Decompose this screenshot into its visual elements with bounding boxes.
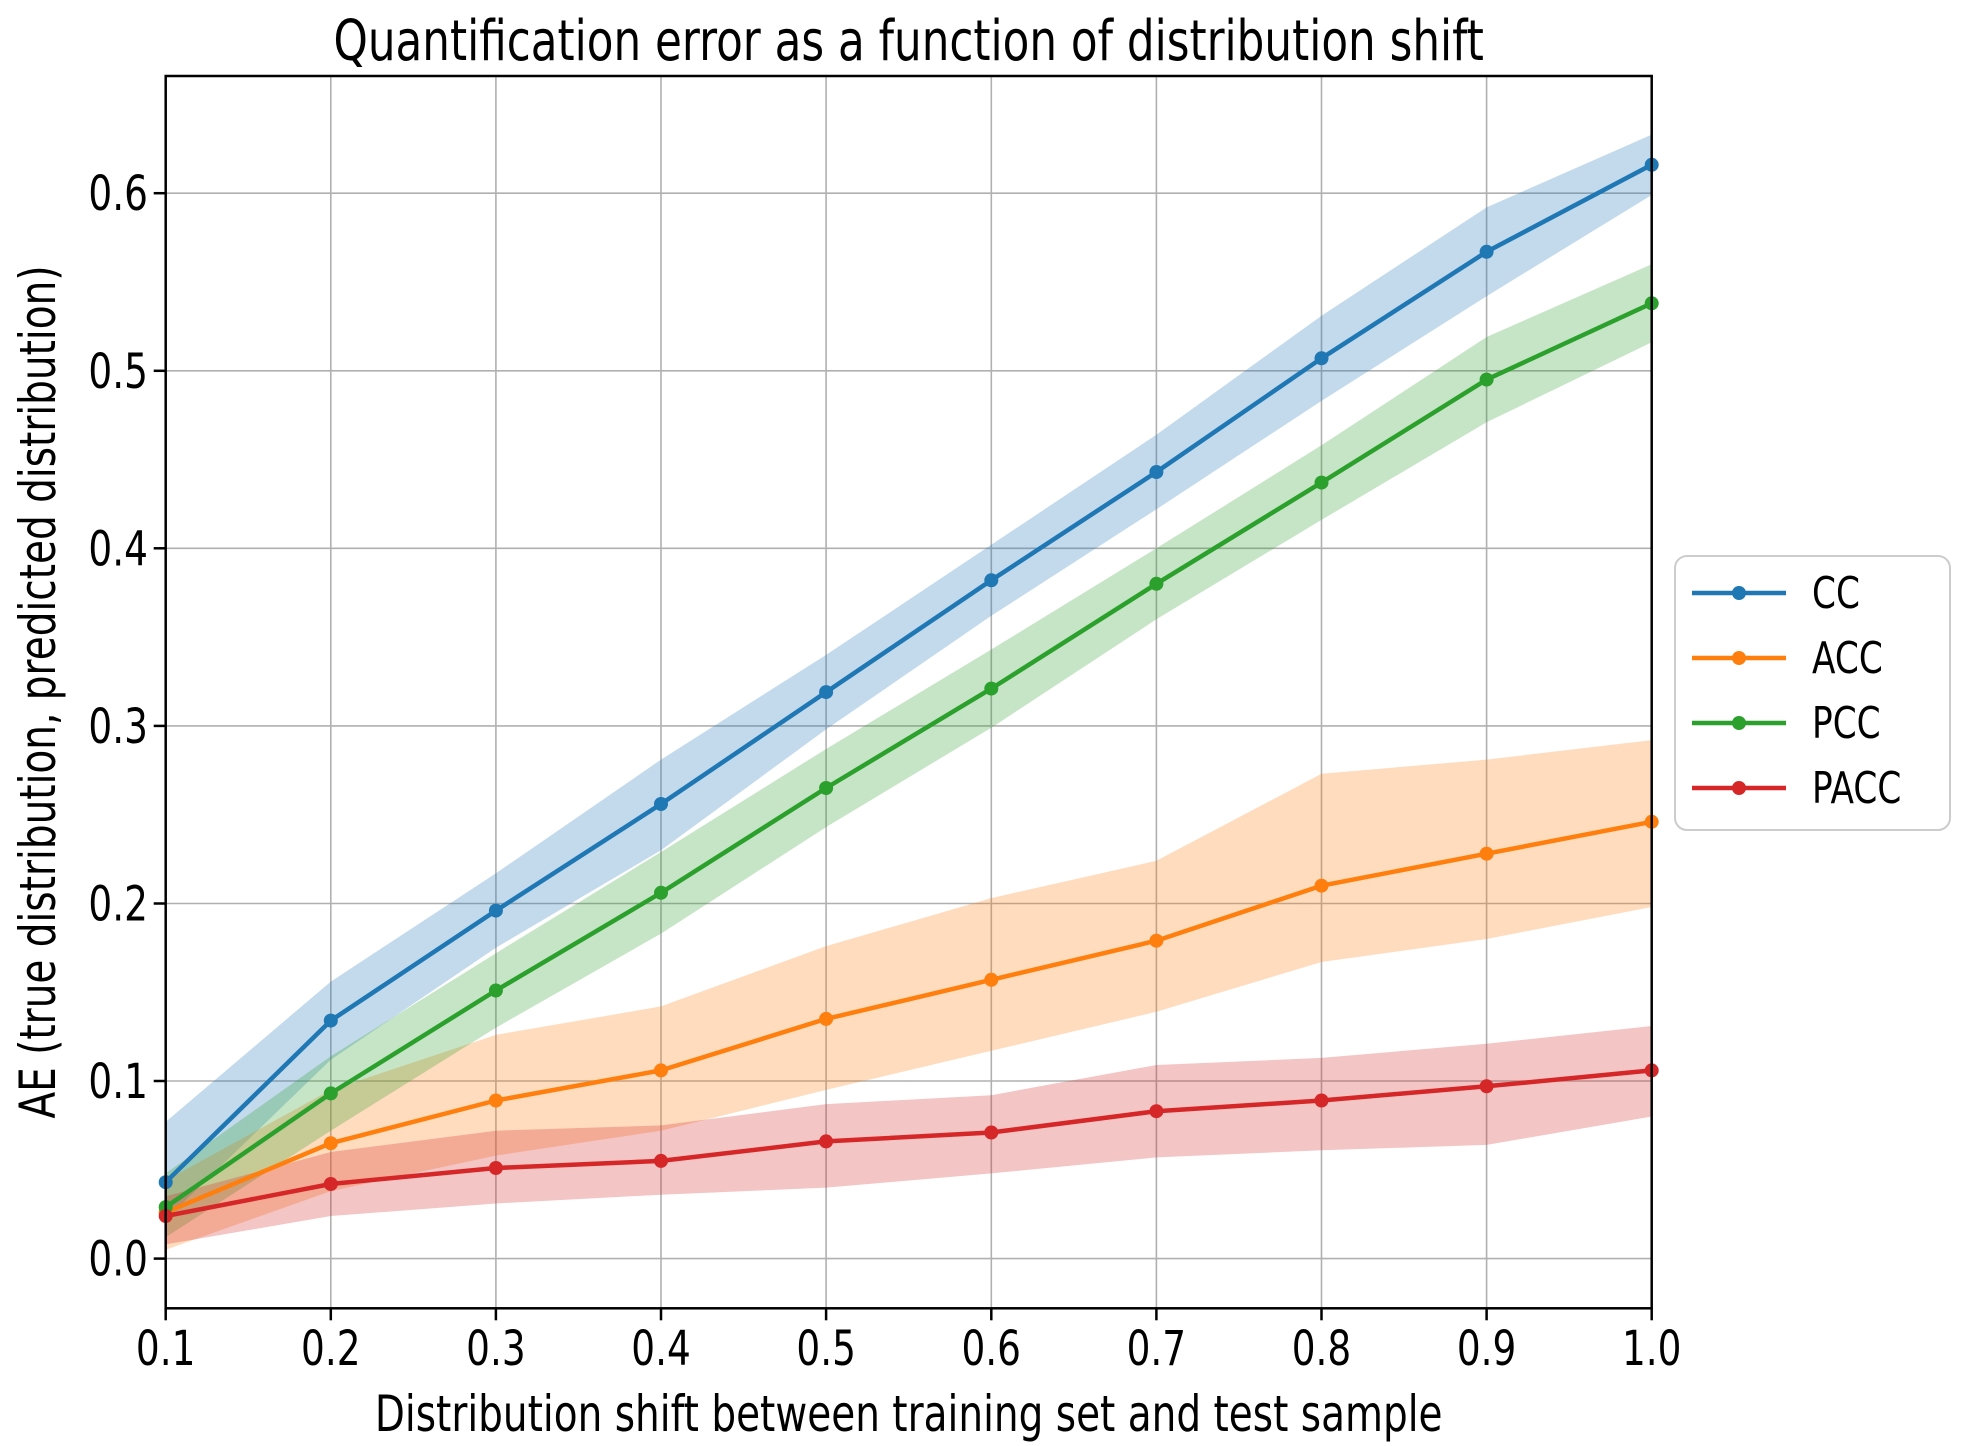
x-tick-label: 0.7	[1127, 1322, 1187, 1378]
cc-data-point	[819, 685, 834, 700]
pacc-data-point	[984, 1125, 999, 1140]
x-tick-label: 0.5	[796, 1322, 856, 1378]
x-tick-label: 0.8	[1292, 1322, 1352, 1378]
pcc-data-point	[819, 781, 834, 795]
cc-data-point	[654, 797, 668, 811]
legend-entry-cc: CC	[1692, 568, 1860, 619]
pacc-data-point	[323, 1177, 338, 1191]
legend: CC ACC PCC PACC	[1674, 555, 1951, 831]
pacc-line	[165, 1068, 1652, 1219]
pcc-data-point	[488, 983, 503, 998]
y-tick-label: 0.3	[88, 699, 148, 755]
y-tick-label: 0.5	[88, 344, 148, 400]
pcc-series	[158, 296, 1659, 1215]
y-tick-label: 0.4	[88, 522, 148, 578]
pcc-data-point	[1479, 372, 1494, 387]
legend-box	[1674, 555, 1951, 831]
cc-data-point	[1149, 465, 1164, 479]
x-tick-label: 1.0	[1622, 1322, 1682, 1378]
legend-entry-acc: ACC	[1692, 633, 1883, 684]
cc-data-point	[323, 1013, 338, 1028]
pcc-data-point	[654, 885, 668, 900]
acc-data-point	[323, 1136, 338, 1151]
y-tick-labels: 0.0 0.1 0.2 0.3 0.4 0.5 0.6	[88, 167, 148, 1288]
legend-label: ACC	[1812, 633, 1883, 684]
pacc-data-point	[1149, 1104, 1164, 1119]
acc-data-point	[819, 1011, 834, 1026]
legend-label: CC	[1812, 568, 1860, 619]
plot-border	[164, 74, 1653, 1310]
cc-series	[158, 157, 1659, 1190]
acc-data-point	[488, 1093, 503, 1108]
axis-ticks	[153, 191, 1653, 1321]
cc-data-point	[1479, 244, 1494, 259]
pacc-data-point	[819, 1134, 834, 1149]
acc-confidence-band	[165, 740, 1652, 1250]
pcc-data-point	[323, 1086, 338, 1101]
pacc-data-point	[654, 1153, 668, 1168]
pcc-line	[164, 301, 1653, 1209]
acc-data-point	[654, 1063, 668, 1078]
acc-series	[158, 814, 1659, 1220]
x-tick-label: 0.2	[301, 1322, 361, 1378]
legend-marker	[1732, 716, 1746, 730]
acc-data-point	[1149, 933, 1164, 948]
y-axis-label: AE (true distribution, predicted distrib…	[8, 265, 67, 1118]
cc-data-point	[488, 903, 503, 918]
pcc-data-point	[1314, 475, 1329, 490]
acc-line	[164, 819, 1653, 1215]
cc-data-point	[1314, 351, 1329, 366]
cc-confidence-band	[165, 134, 1652, 1220]
x-tick-label: 0.3	[466, 1322, 526, 1378]
y-tick-label: 0.0	[88, 1232, 148, 1288]
acc-data-point	[1314, 878, 1329, 893]
pacc-data-point	[1314, 1093, 1329, 1108]
legend-marker	[1732, 586, 1746, 600]
legend-label: PACC	[1812, 763, 1901, 814]
legend-label: PCC	[1812, 698, 1881, 749]
legend-marker	[1732, 781, 1746, 795]
pacc-data-point	[1479, 1079, 1494, 1094]
chart-title: Quantification error as a function of di…	[334, 8, 1484, 74]
cc-data-point	[984, 573, 999, 588]
legend-entry-pacc: PACC	[1692, 763, 1901, 814]
x-tick-label: 0.9	[1457, 1322, 1517, 1378]
x-tick-label: 0.1	[136, 1322, 196, 1378]
confidence-bands	[165, 134, 1652, 1250]
x-tick-labels: 0.1 0.2 0.3 0.4 0.5 0.6 0.7 0.8 0.9 1.0	[136, 1322, 1682, 1378]
legend-marker	[1732, 651, 1746, 665]
pcc-data-point	[984, 681, 999, 696]
y-tick-label: 0.6	[88, 167, 148, 223]
acc-data-point	[984, 972, 999, 987]
x-tick-label: 0.6	[961, 1322, 1021, 1378]
legend-entry-pcc: PCC	[1692, 698, 1881, 749]
pcc-data-point	[1149, 576, 1164, 591]
cc-line	[164, 162, 1653, 1184]
x-axis-label: Distribution shift between training set …	[375, 1384, 1443, 1443]
y-tick-label: 0.2	[88, 877, 148, 933]
y-tick-label: 0.1	[88, 1055, 148, 1111]
acc-data-point	[1479, 846, 1494, 861]
pacc-data-point	[488, 1161, 503, 1175]
x-tick-label: 0.4	[631, 1322, 691, 1378]
